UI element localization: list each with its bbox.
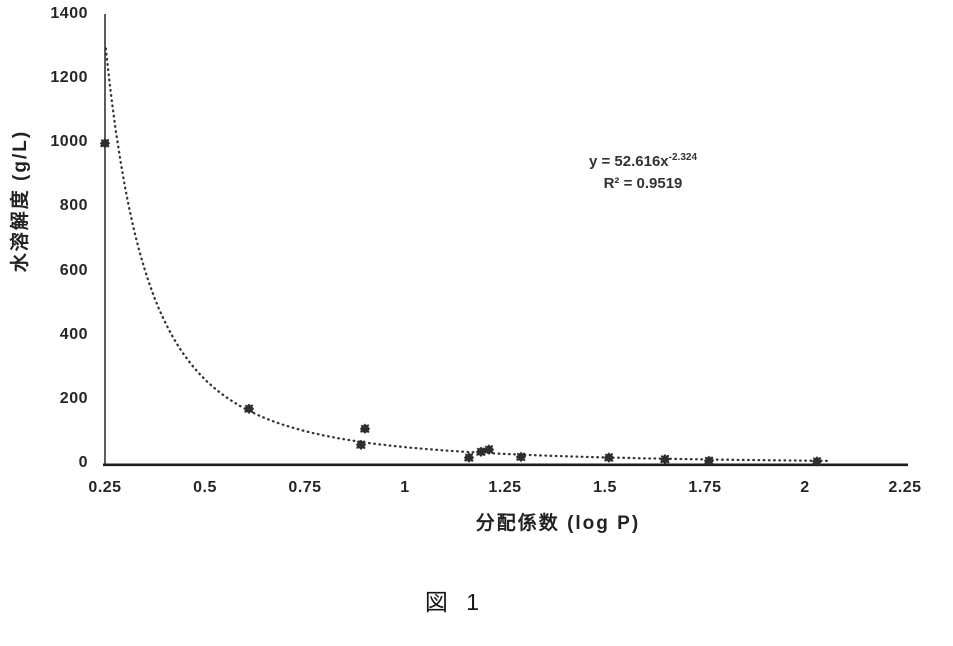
solubility-scatter-chart: 0 200 400 600 800 1000 1200 1400 0.25 0.5 0.75 1 1.… <box>10 5 922 534</box>
equation-exponent: -2.324 <box>668 152 698 163</box>
x-tick-label: 0.25 <box>88 479 122 496</box>
x-tick-label: 0.5 <box>193 479 217 496</box>
data-point <box>515 451 527 463</box>
y-tick-label: 800 <box>59 197 88 215</box>
data-point <box>659 454 671 465</box>
data-point <box>811 456 823 467</box>
x-tick-label: 1.5 <box>593 479 617 496</box>
y-tick-label: 1200 <box>50 69 88 87</box>
data-point <box>243 403 255 414</box>
y-axis-title: 水溶解度 (g/L) <box>10 129 31 273</box>
y-tick-label: 200 <box>59 389 88 407</box>
data-point <box>359 423 371 434</box>
y-tick-label: 0 <box>78 454 88 471</box>
data-point <box>603 452 615 463</box>
x-tick-label: 1.75 <box>688 479 722 496</box>
equation-text: y = 52.616x <box>588 153 669 170</box>
x-axis-title: 分配係数 (log P) <box>475 513 641 534</box>
trendline-dotted <box>104 47 831 463</box>
data-point <box>703 455 715 466</box>
chart-canvas <box>99 14 908 467</box>
data-point <box>355 439 367 450</box>
x-tick-label: 2 <box>800 479 810 496</box>
y-tick-label: 400 <box>59 325 88 343</box>
figure-caption: 図 1 <box>424 589 486 615</box>
x-tick-label: 1 <box>400 479 410 496</box>
x-tick-label: 1.25 <box>488 479 522 496</box>
r-squared-text: R² = 0.9519 <box>603 175 683 192</box>
x-tick-label: 2.25 <box>888 479 922 496</box>
trendline-equation-annotation: y = 52.616x-2.324 R² = 0.9519 <box>493 147 793 195</box>
y-tick-label: 600 <box>59 261 88 279</box>
y-tick-label: 1400 <box>50 5 88 22</box>
y-tick-label: 1000 <box>50 133 88 151</box>
data-point <box>99 138 111 149</box>
equation-line: y = 52.616x-2.324 <box>493 147 793 173</box>
x-tick-label: 0.75 <box>288 479 322 496</box>
data-point <box>463 452 475 463</box>
data-point <box>483 444 495 455</box>
